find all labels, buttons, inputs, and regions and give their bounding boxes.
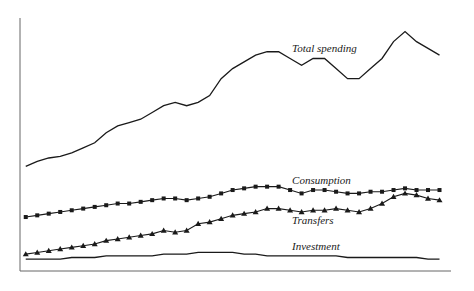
svg-text:Consumption: Consumption: [292, 174, 351, 186]
svg-text:Transfers: Transfers: [292, 214, 334, 226]
svg-text:Investment: Investment: [291, 240, 341, 252]
svg-text:Total spending: Total spending: [292, 42, 357, 54]
